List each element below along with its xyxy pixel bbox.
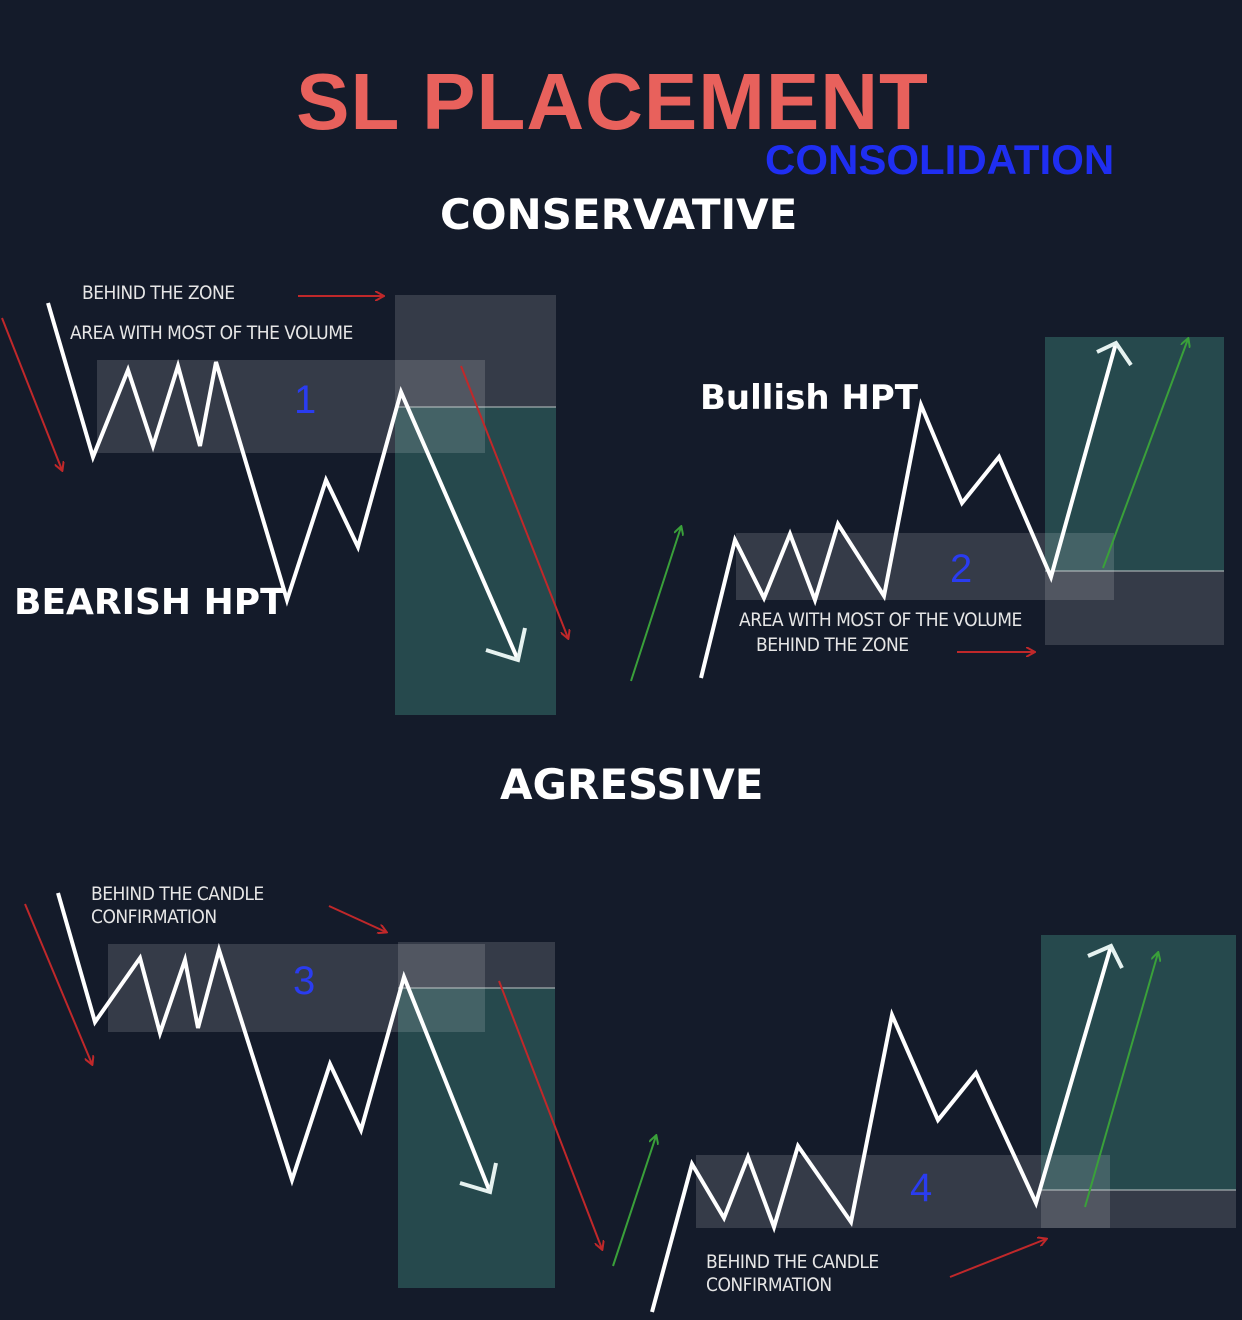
price-arrowhead [1096,340,1133,367]
section-heading-aggressive: AGRESSIVE [500,760,764,809]
stop-loss-zone [1041,1190,1236,1228]
panel-3-number: 3 [293,959,316,1003]
panel-2-note-behind-zone: BEHIND THE ZONE [756,634,909,656]
pointer-arrow [949,1239,1046,1278]
up-arrow [630,527,681,682]
panel-2-note-volume-area: AREA WITH MOST OF THE VOLUME [739,609,1022,631]
panel-1-label: BEARISH HPT [14,582,285,623]
stop-loss-zone [395,295,556,407]
price-path [650,945,1113,1313]
up-arrow [612,1136,656,1267]
price-path [46,302,520,661]
panel-3-bearish-aggressive [24,892,602,1288]
panel-1-note-volume-area: AREA WITH MOST OF THE VOLUME [70,322,353,344]
target-zone [1045,337,1224,571]
panel-2-bullish-conservative [630,337,1224,682]
panel-1-bearish-conservative [1,295,568,715]
panel-3-note-line-1: BEHIND THE CANDLE [91,883,264,905]
stop-loss-zone [398,942,555,988]
panel-4-note-line-2: CONFIRMATION [706,1274,832,1296]
consolidation-zone [736,533,1114,600]
target-zone [1041,935,1236,1190]
panel-1-note-behind-zone: BEHIND THE ZONE [82,282,235,304]
stop-loss-zone [1045,571,1224,645]
panel-4-bullish-aggressive [612,935,1236,1313]
price-arrowhead [485,627,527,663]
panel-3-note-line-2: CONFIRMATION [91,906,217,928]
panel-4-note-line-1: BEHIND THE CANDLE [706,1251,879,1273]
price-path [56,892,492,1193]
target-zone [398,988,555,1288]
price-arrowhead [1087,943,1124,969]
panel-2-label: Bullish HPT [700,378,918,418]
price-path [699,342,1118,679]
down-arrow [460,365,568,638]
up-arrow [1084,953,1158,1208]
price-arrowhead [459,1162,498,1195]
up-arrow [1102,339,1188,569]
down-arrow [498,980,602,1249]
down-arrow [24,903,92,1064]
page-subtitle: CONSOLIDATION [765,136,1115,183]
section-heading-conservative: CONSERVATIVE [440,190,798,239]
pointer-arrow [328,905,386,932]
down-arrow [1,317,62,470]
panel-2-number: 2 [950,547,973,591]
panel-4-number: 4 [910,1166,933,1210]
page-title: SL PLACEMENT [296,57,929,146]
panel-1-number: 1 [294,378,317,422]
